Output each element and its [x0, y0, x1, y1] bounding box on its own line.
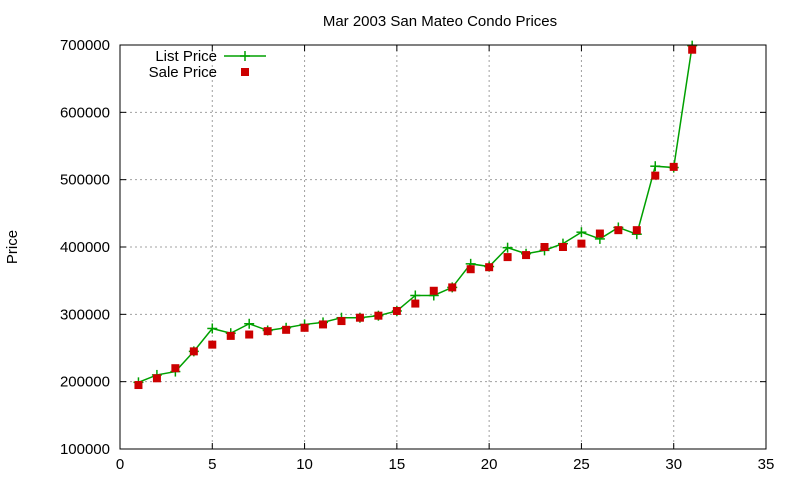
y-tick-label: 100000	[60, 441, 110, 458]
sale-price-point	[282, 325, 291, 334]
chart-title: Mar 2003 San Mateo Condo Prices	[323, 13, 557, 30]
y-tick-label: 600000	[60, 104, 110, 121]
y-tick-label: 400000	[60, 239, 110, 256]
sale-price-point	[595, 229, 604, 238]
list-price-point	[410, 290, 421, 301]
list-price-point	[650, 161, 661, 172]
sale-price-point	[263, 327, 272, 336]
x-tick-label: 5	[208, 456, 216, 473]
sale-price-point	[374, 311, 383, 320]
sale-price-point	[319, 320, 328, 329]
x-tick-labels: 0 5 10 15 20 25 30 35	[116, 456, 775, 473]
sale-price-point	[503, 253, 512, 262]
sale-price-point	[429, 286, 438, 295]
sale-price-point	[614, 226, 623, 235]
sale-price-point	[134, 381, 143, 390]
y-tick-label: 200000	[60, 374, 110, 391]
sale-price-point	[226, 331, 235, 340]
sale-price-point	[651, 171, 660, 180]
sale-price-point	[300, 323, 309, 332]
legend-label-list-price: List Price	[155, 48, 217, 65]
sale-price-point	[189, 347, 198, 356]
grid-lines	[120, 45, 766, 449]
sale-price-point	[392, 306, 401, 315]
sale-price-point	[485, 263, 494, 272]
list-price-point	[502, 242, 513, 253]
sale-price-point	[466, 265, 475, 274]
x-tick-label: 20	[481, 456, 498, 473]
sale-price-point	[208, 340, 217, 349]
y-tick-label: 700000	[60, 37, 110, 54]
sale-price-point	[245, 330, 254, 339]
list-price-line	[138, 45, 693, 384]
y-axis-label: Price	[4, 230, 21, 264]
y-tick-label: 500000	[60, 172, 110, 189]
series-list-price	[133, 40, 698, 388]
legend-marker-list-price	[240, 51, 250, 61]
sale-price-point	[411, 299, 420, 308]
x-tick-label: 10	[296, 456, 313, 473]
legend-label-sale-price: Sale Price	[149, 64, 217, 81]
sale-price-point	[540, 243, 549, 251]
x-tick-label: 35	[758, 456, 775, 473]
plot-frame	[119, 44, 767, 450]
sale-price-point	[355, 313, 364, 322]
y-tick-label: 300000	[60, 306, 110, 323]
sale-price-point	[171, 364, 180, 373]
plot-area	[133, 40, 698, 390]
x-tick-label: 0	[116, 456, 124, 473]
x-tick-label: 30	[665, 456, 682, 473]
sale-price-point	[522, 251, 531, 260]
sale-price-point	[558, 243, 567, 251]
sale-price-point	[688, 45, 697, 54]
sale-price-point	[632, 226, 641, 235]
sale-price-point	[337, 317, 346, 326]
legend-marker-sale-price	[241, 68, 249, 76]
list-price-point	[244, 318, 255, 329]
series-sale-price	[134, 45, 697, 390]
y-tick-labels: 100000 200000 300000 400000 500000 600000 7000…	[60, 37, 110, 458]
sale-price-point	[448, 283, 457, 292]
x-tick-label: 15	[389, 456, 406, 473]
sale-price-point	[152, 374, 161, 383]
sale-price-point	[669, 162, 678, 171]
x-tick-label: 25	[573, 456, 590, 473]
list-price-point	[576, 227, 587, 238]
sale-price-point	[577, 239, 586, 248]
list-price-point	[207, 323, 218, 334]
